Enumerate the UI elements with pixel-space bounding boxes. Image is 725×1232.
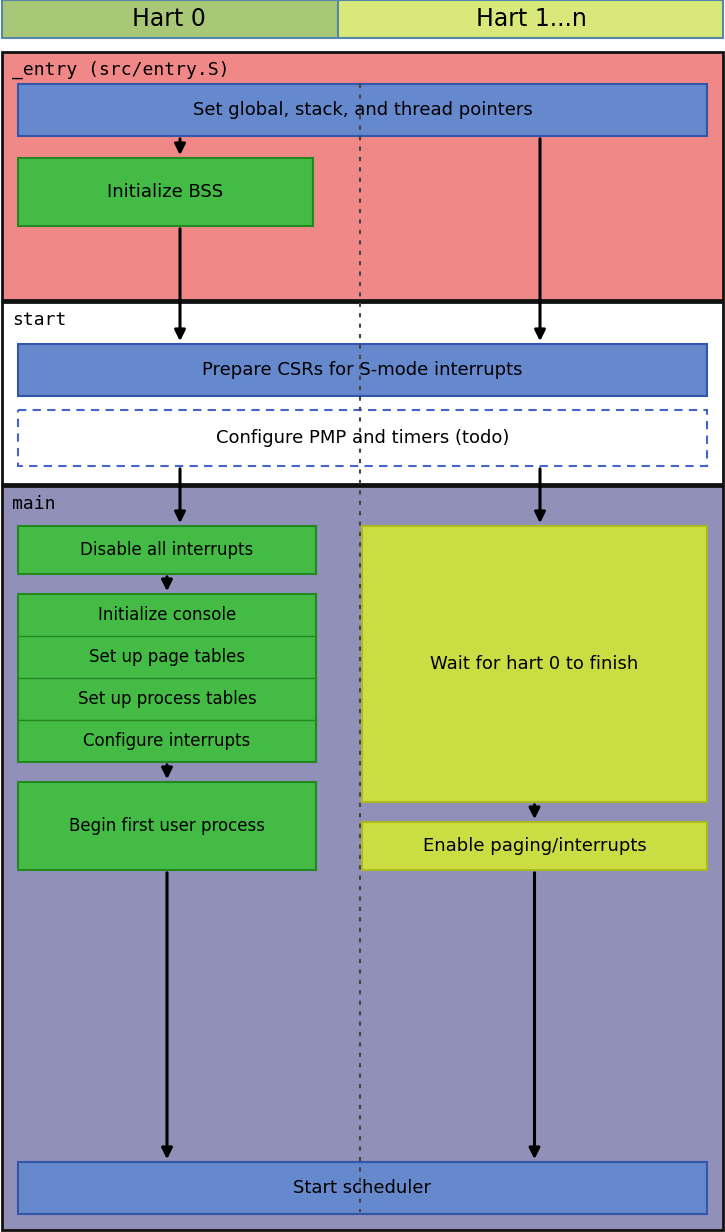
Text: Set up process tables: Set up process tables [78,690,257,708]
Bar [362,526,707,802]
Text: main: main [12,495,56,513]
Text: Configure interrupts: Configure interrupts [83,732,251,750]
Bar [18,344,707,395]
Bar [18,594,316,763]
Bar [18,1162,707,1214]
Text: Hart 0: Hart 0 [132,7,206,31]
Bar [18,526,316,574]
Bar [2,485,723,1230]
Text: Start scheduler: Start scheduler [294,1179,431,1198]
Bar [2,302,723,484]
Text: _entry (src/entry.S): _entry (src/entry.S) [12,60,230,79]
Text: Disable all interrupts: Disable all interrupts [80,541,254,559]
Text: Begin first user process: Begin first user process [69,817,265,835]
Text: Set global, stack, and thread pointers: Set global, stack, and thread pointers [193,101,532,120]
Text: Enable paging/interrupts: Enable paging/interrupts [423,837,647,855]
Text: Prepare CSRs for S-mode interrupts: Prepare CSRs for S-mode interrupts [202,361,523,379]
Bar [2,52,723,301]
Bar [2,0,338,38]
Text: start: start [12,310,67,329]
Text: Hart 1...n: Hart 1...n [476,7,587,31]
Text: Initialize BSS: Initialize BSS [107,184,223,201]
Bar [18,158,313,225]
Text: Set up page tables: Set up page tables [89,648,245,667]
Bar [18,410,707,466]
Bar [18,84,707,136]
Text: Configure PMP and timers (todo): Configure PMP and timers (todo) [216,429,509,447]
Text: Wait for hart 0 to finish: Wait for hart 0 to finish [431,655,639,673]
Text: Initialize console: Initialize console [98,606,236,623]
Bar [18,782,316,870]
Bar [362,822,707,870]
Bar [338,0,723,38]
